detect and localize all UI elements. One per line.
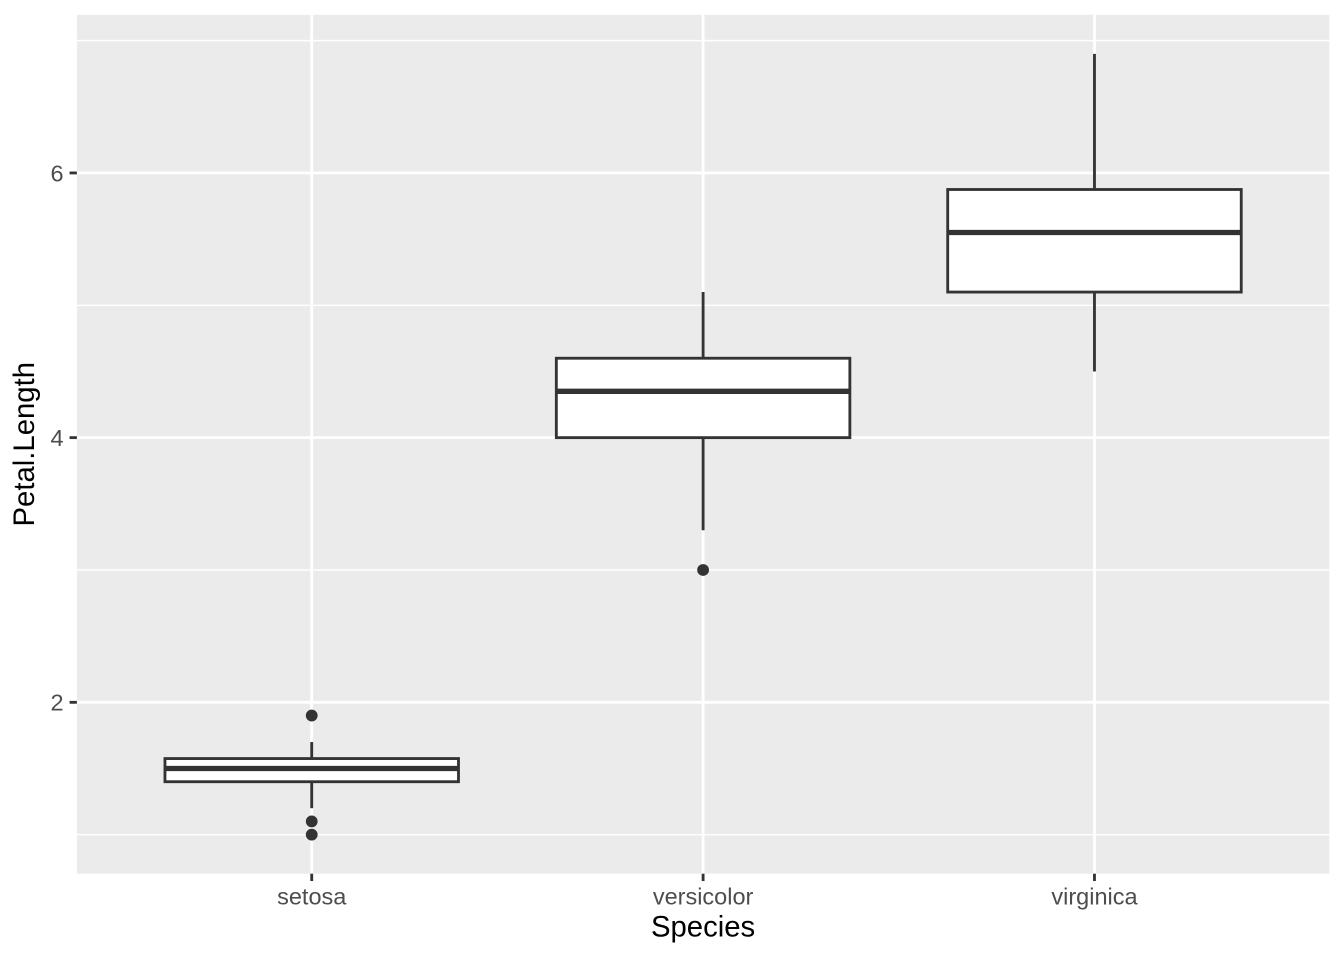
svg-text:setosa: setosa: [277, 883, 347, 909]
svg-text:Petal.Length: Petal.Length: [8, 362, 41, 527]
svg-text:2: 2: [51, 690, 64, 716]
svg-text:6: 6: [51, 160, 64, 186]
svg-text:versicolor: versicolor: [653, 883, 754, 909]
svg-text:Species: Species: [651, 910, 755, 943]
svg-text:virginica: virginica: [1051, 883, 1138, 909]
svg-text:4: 4: [51, 425, 64, 451]
